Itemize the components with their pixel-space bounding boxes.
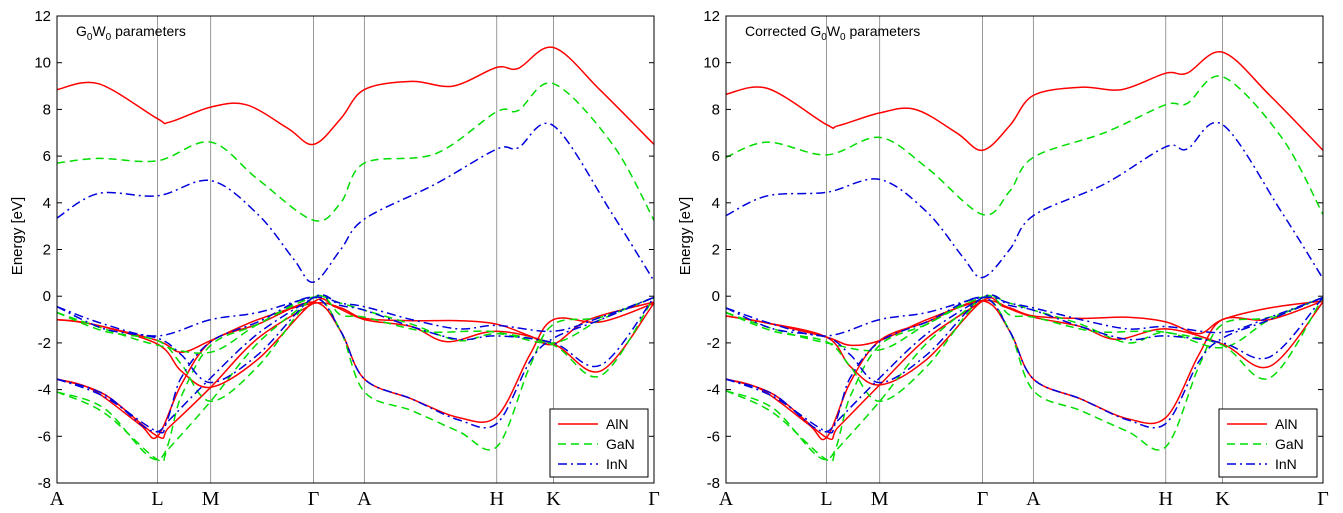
band-line-gan-0: [725, 75, 1324, 216]
legend-label-gan: GaN: [1275, 436, 1304, 452]
y-tick-label: 0: [712, 288, 720, 305]
legend-label-inn: InN: [606, 456, 628, 472]
y-tick-label: -6: [707, 428, 720, 445]
kpoint-label: A: [1026, 488, 1041, 510]
band-line-gan-2: [725, 294, 1324, 403]
kpoint-label: K: [1215, 488, 1230, 510]
band-line-aln-1: [725, 299, 1324, 347]
band-line-inn-1: [56, 296, 655, 337]
y-tick-label: 4: [712, 195, 720, 212]
y-tick-label: 12: [34, 8, 51, 25]
band-line-inn-2: [725, 294, 1324, 384]
y-tick-label: 10: [703, 55, 720, 72]
y-tick-label: -4: [707, 382, 720, 399]
band-line-gan-4: [56, 296, 314, 463]
band-line-gan-2: [56, 294, 655, 403]
band-line-inn-2: [56, 294, 655, 384]
band-line-inn-1: [725, 296, 1324, 337]
y-tick-label: -2: [707, 335, 720, 352]
band-line-inn-0: [56, 122, 655, 283]
y-tick-label: 2: [43, 242, 51, 259]
kpoint-label: Γ: [977, 488, 989, 510]
plot-background: [726, 16, 1323, 483]
kpoint-label: Γ: [1317, 488, 1329, 510]
y-tick-label: 0: [43, 288, 51, 305]
y-tick-label: 6: [43, 148, 51, 165]
y-tick-label: 2: [712, 242, 720, 259]
band-line-aln-0: [56, 46, 655, 146]
legend-box: [549, 408, 649, 478]
y-axis-label-left: Energy [eV]: [9, 197, 26, 275]
y-tick-label: -8: [707, 475, 720, 492]
y-tick-label: -8: [38, 475, 51, 492]
kpoint-label: M: [202, 488, 220, 510]
panel-title-right: Corrected G0W0 parameters: [745, 23, 920, 43]
legend-label-aln: AlN: [606, 416, 629, 432]
band-line-gan-3: [56, 296, 655, 461]
kpoint-label: A: [357, 488, 372, 510]
band-line-gan-0: [56, 82, 655, 222]
legend-left: AlN GaN InN: [549, 408, 649, 478]
y-tick-label: 10: [34, 55, 51, 72]
band-line-gan-1: [56, 295, 655, 354]
kpoint-label: L: [820, 488, 832, 510]
y-axis-label-right: Energy [eV]: [677, 197, 694, 275]
band-line-inn-3: [725, 296, 1324, 433]
band-line-inn-4: [725, 296, 983, 434]
kpoint-label: Γ: [648, 488, 660, 510]
y-tick-label: -2: [38, 335, 51, 352]
legend-box: [1218, 408, 1318, 478]
legend-label-inn: InN: [1275, 456, 1297, 472]
y-tick-label: 6: [712, 148, 720, 165]
legend-right: AlN GaN InN: [1218, 408, 1318, 478]
y-tick-label: 8: [43, 101, 51, 118]
band-line-inn-3: [56, 296, 655, 433]
kpoint-label: A: [719, 488, 734, 510]
kpoint-label: M: [871, 488, 889, 510]
y-tick-label: 12: [703, 8, 720, 25]
legend-label-gan: GaN: [606, 436, 635, 452]
band-line-gan-4: [725, 296, 983, 463]
plot-background: [57, 16, 654, 483]
band-line-aln-4: [56, 302, 314, 439]
y-tick-label: 4: [43, 195, 51, 212]
kpoint-label: Γ: [308, 488, 320, 510]
kpoint-label: K: [546, 488, 561, 510]
kpoint-label: A: [50, 488, 65, 510]
band-line-gan-3: [725, 296, 1324, 461]
kpoint-label: H: [490, 488, 504, 510]
panel-title-left: G0W0 parameters: [76, 23, 186, 43]
band-line-aln-4: [725, 300, 983, 441]
legend-label-aln: AlN: [1275, 416, 1298, 432]
kpoint-label: L: [151, 488, 163, 510]
band-line-aln-1: [56, 301, 655, 353]
y-tick-label: -6: [38, 428, 51, 445]
y-tick-label: -4: [38, 382, 51, 399]
band-line-aln-0: [725, 51, 1324, 152]
y-tick-label: 8: [712, 101, 720, 118]
band-line-inn-4: [56, 296, 314, 434]
kpoint-label: H: [1159, 488, 1173, 510]
